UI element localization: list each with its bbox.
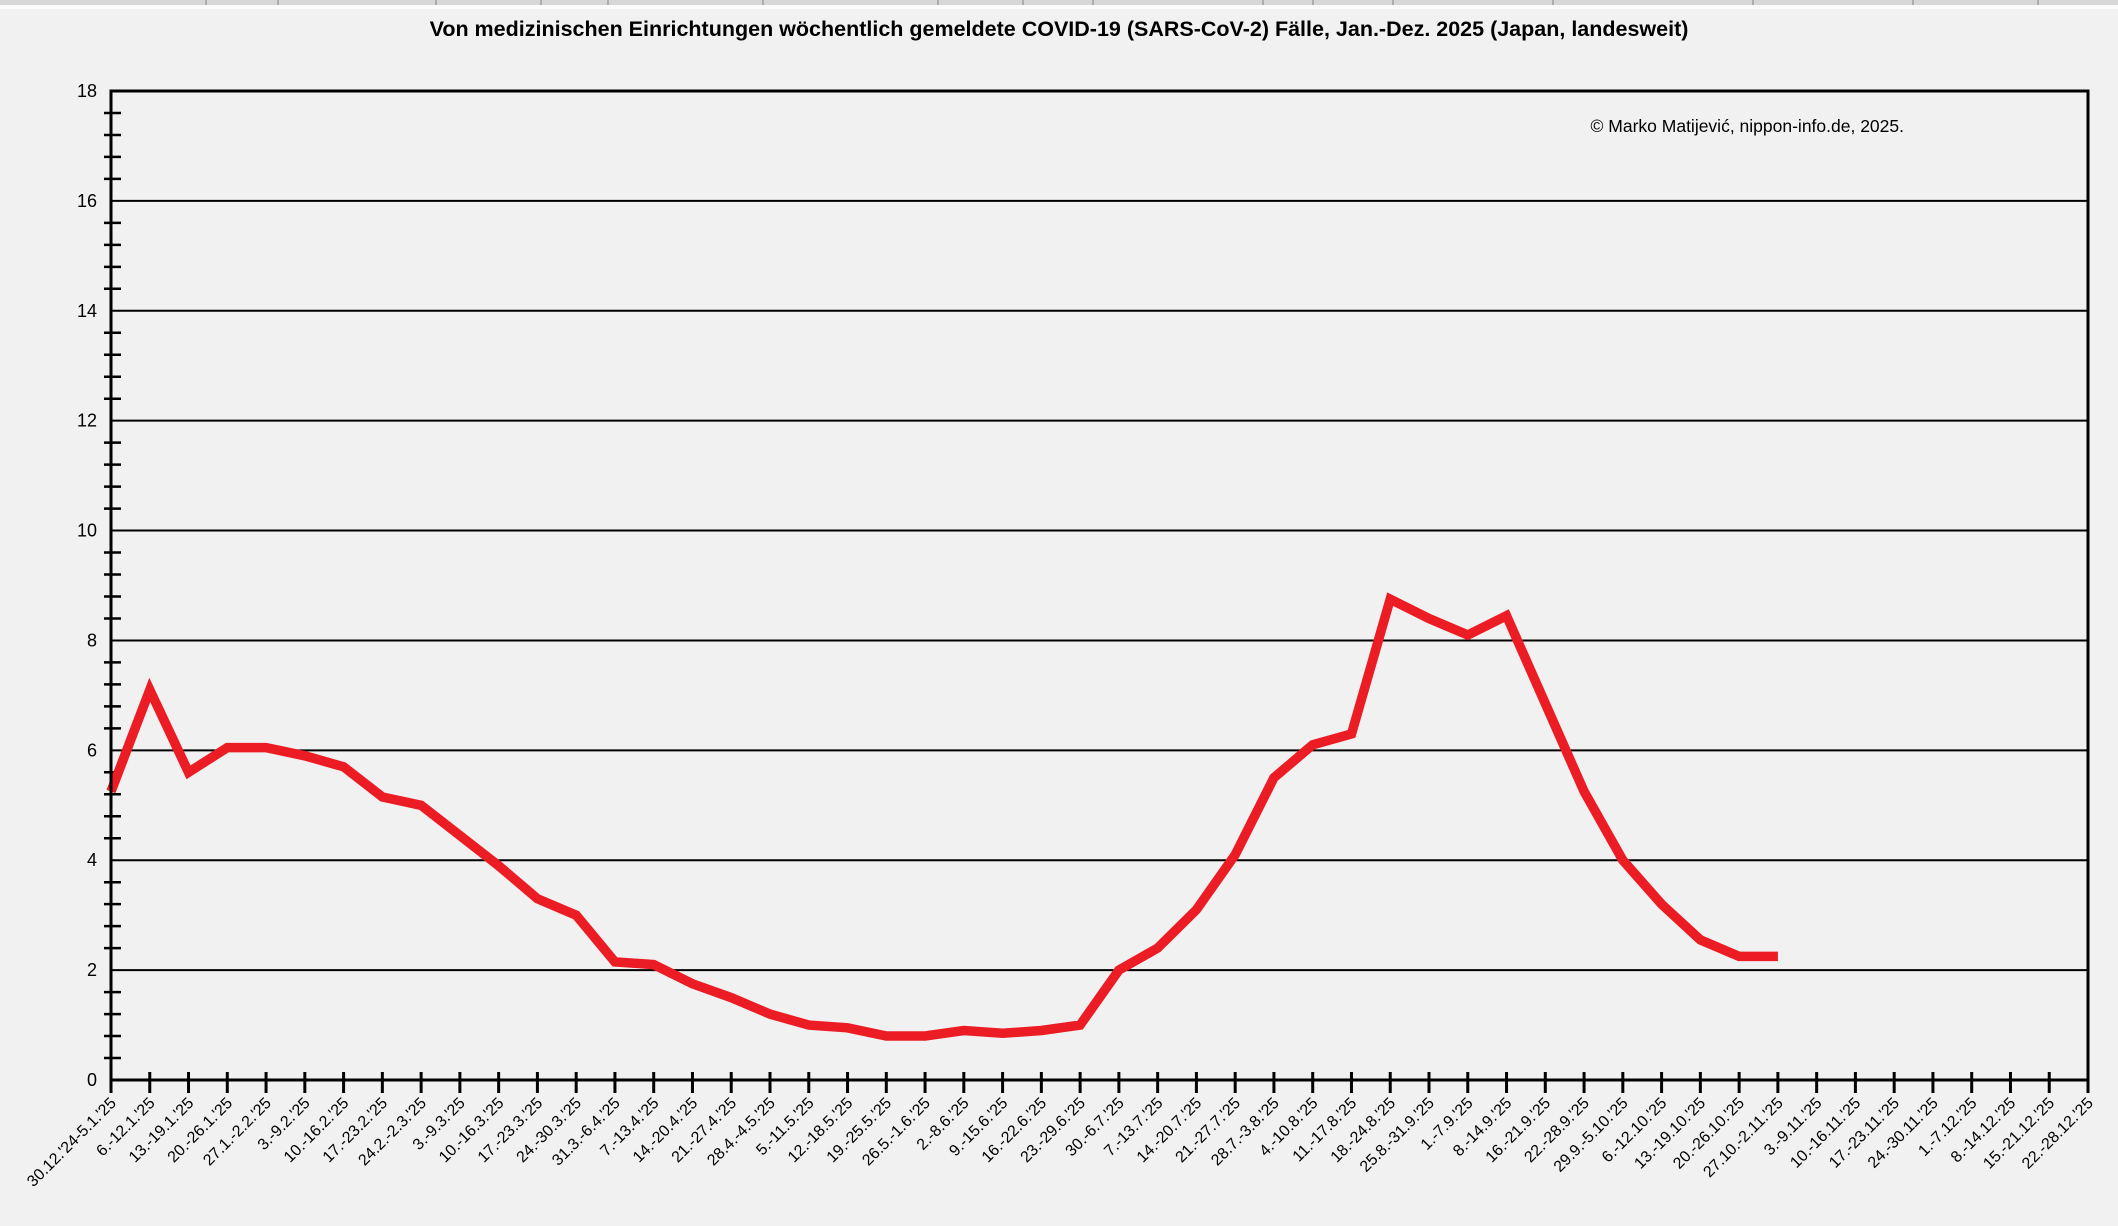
top-strip-divider [1022,0,1024,5]
data-line [106,592,1778,1041]
top-strip-divider [1912,0,1914,5]
top-strip-divider [277,0,279,5]
top-strip-divider [607,0,609,5]
top-strip [0,0,2118,5]
axis-ticks [104,111,2090,1093]
top-strip-divider [1312,0,1314,5]
y-axis-label: 12 [77,411,97,431]
copyright-notice: © Marko Matijević, nippon-info.de, 2025. [1591,116,1904,136]
top-strip-divider [1392,0,1394,5]
y-axis-label: 14 [77,301,97,321]
top-strip-lower-band [0,5,2118,9]
top-strip-divider [1552,0,1554,5]
y-axis-label: 8 [87,630,97,650]
top-strip-divider [937,0,939,5]
y-axis-label: 16 [77,191,97,211]
y-axis-label: 10 [77,521,97,541]
y-axis-label: 6 [87,740,97,760]
y-axis-label: 2 [87,960,97,980]
top-strip-divider [205,0,207,5]
y-axis-label: 4 [87,850,97,870]
gridlines [111,199,2088,972]
plot-frame [109,89,2090,1082]
top-strip-divider [2037,0,2039,5]
top-strip-divider [1262,0,1264,5]
top-strip-divider [762,0,764,5]
top-strip-divider [1092,0,1094,5]
top-strip-divider [435,0,437,5]
top-strip-divider [540,0,542,5]
y-axis-label: 0 [87,1070,97,1090]
y-axis-label: 18 [77,81,97,101]
chart-title: Von medizinischen Einrichtungen wöchentl… [430,17,1689,41]
top-strip-divider [1752,0,1754,5]
